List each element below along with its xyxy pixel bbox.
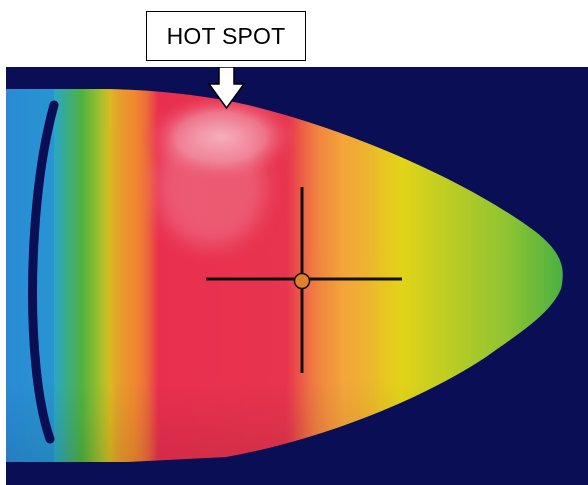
base-groove	[28, 100, 59, 444]
crosshair-icon	[206, 187, 402, 373]
arrow-down-icon	[207, 67, 246, 110]
hot-spot-label-text: HOT SPOT	[166, 22, 286, 49]
hot-spot-label: HOT SPOT	[146, 11, 306, 61]
thermal-image	[6, 67, 588, 485]
crosshair-center	[293, 272, 311, 290]
